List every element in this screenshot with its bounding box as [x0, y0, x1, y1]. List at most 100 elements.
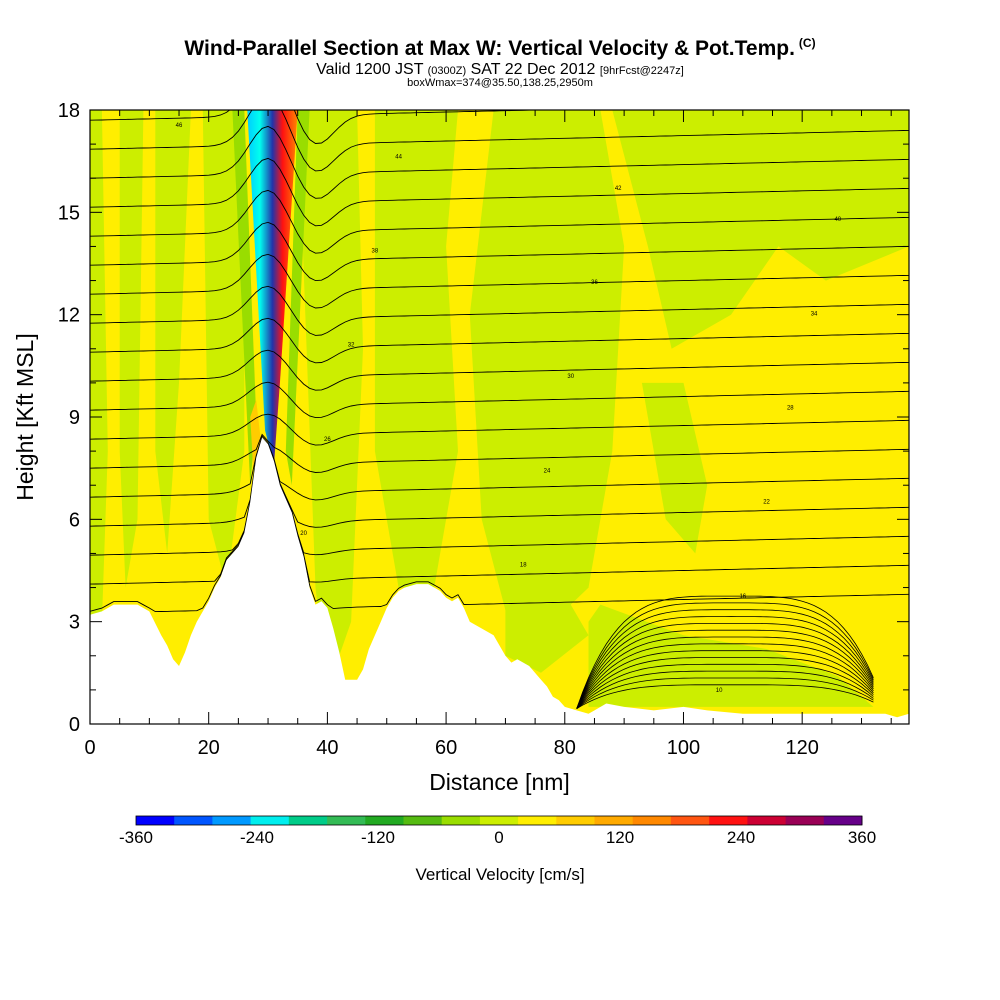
y-tick-label: 3 [69, 612, 80, 634]
isentrope-line [90, 110, 909, 172]
field-weak-ascent-area [155, 110, 191, 554]
chart-title: Wind-Parallel Section at Max W: Vertical… [0, 36, 1000, 61]
y-tick-label: 18 [58, 100, 80, 122]
isentrope-label: 18 [520, 562, 527, 568]
isentrope-line-stable [576, 595, 874, 709]
isentrope-line-stable [576, 677, 874, 709]
isentrope-label: 36 [591, 280, 598, 286]
x-tick-label: 120 [785, 737, 818, 759]
isentrope-line-stable [576, 616, 874, 709]
colorbar: -360 -240 -120 0 120 240 360 Vertical Velocity … [119, 815, 876, 884]
isentrope-line [90, 435, 909, 501]
colorbar-swatch [632, 816, 672, 825]
subtitle-date: SAT 22 Dec 2012 [470, 61, 596, 78]
isentrope-label: 40 [834, 217, 841, 223]
isentrope-label: 44 [395, 154, 402, 160]
isentrope-line [90, 317, 909, 364]
isentrope-line [90, 221, 909, 282]
field-descent-area [285, 110, 310, 486]
chart-subtitle: Valid 1200 JST (0300Z) SAT 22 Dec 2012 [… [0, 61, 1000, 79]
isentrope-label: 20 [300, 531, 307, 537]
colorbar-swatch [747, 816, 787, 825]
isentrope-label: 42 [615, 186, 622, 192]
isentrope-line [90, 349, 909, 391]
isentrope-line [90, 436, 909, 528]
colorbar-swatch [670, 816, 710, 825]
colorbar-tick-label: -360 [119, 828, 153, 847]
colorbar-swatch [785, 816, 825, 825]
colorbar-tick-label: -120 [361, 828, 395, 847]
terrain-shape [90, 437, 909, 724]
colorbar-swatch [823, 816, 863, 825]
colorbar-frame [135, 815, 863, 826]
isentrope-line [90, 413, 909, 446]
isentrope-line-stable [576, 657, 874, 709]
isentrope-label: 34 [811, 311, 818, 317]
isentrope-line [90, 189, 909, 254]
copyright-mark: (C) [798, 36, 816, 50]
isentrope-line [90, 285, 909, 336]
colorbar-swatch [365, 816, 404, 825]
colorbar-swatch [288, 816, 328, 825]
x-tick-label: 20 [198, 737, 220, 759]
isentrope-label: 22 [763, 500, 770, 506]
isentrope-line-stable [576, 663, 874, 709]
colorbar-label: Vertical Velocity [cm/s] [415, 865, 584, 884]
colorbar-tick-label: 0 [494, 828, 503, 847]
isentrope-line [90, 438, 909, 556]
x-tick-label: 100 [667, 737, 700, 759]
colorbar-swatch [479, 816, 519, 825]
colorbar-swatch [709, 816, 748, 825]
isentrope-line-stable [576, 684, 874, 709]
isentrope-line-stable [576, 623, 874, 709]
isentrope-line [90, 110, 556, 144]
updraft-core [247, 110, 298, 465]
field-weak-ascent-area [202, 110, 245, 588]
x-tick-label: 40 [316, 737, 338, 759]
isentrope-line [90, 381, 909, 419]
y-axis-label: Height [Kft MSL] [12, 333, 38, 500]
isentrope-line [90, 441, 909, 613]
isentrope-line [90, 440, 909, 585]
field-weak-ascent-area [374, 110, 458, 588]
x-tick-label: 80 [554, 737, 576, 759]
isentrope-line-stable [576, 650, 874, 709]
colorbar-tick-label: 360 [848, 828, 876, 847]
isentrope-label: 38 [372, 249, 379, 255]
colorbar-swatch [594, 816, 634, 825]
field-weak-ascent-area [119, 110, 144, 588]
colorbar-swatch [441, 816, 481, 825]
isentrope-line-stable [576, 629, 874, 709]
isentrope-label: 10 [716, 688, 723, 694]
chart-box-line: boxWmax=374@35.50,138.25,2950m [407, 77, 593, 89]
x-tick-label: 0 [84, 737, 95, 759]
isentrope-line-stable [576, 643, 874, 709]
field-weak-ascent-area [469, 110, 625, 656]
field-weak-ascent-area [588, 604, 874, 707]
colorbar-swatch [403, 816, 443, 825]
isentrope-line [90, 253, 909, 309]
subtitle-valid: Valid 1200 JST [316, 61, 424, 78]
y-tick-label: 9 [69, 407, 80, 429]
colorbar-tick-label: 240 [727, 828, 755, 847]
isentrope-line-stable [576, 609, 874, 709]
colorbar-swatch [136, 816, 175, 825]
isentrope-label: 26 [324, 437, 331, 443]
isentrope-label: 46 [176, 123, 183, 129]
y-tick-label: 0 [69, 714, 80, 736]
isentrope-label: 28 [787, 405, 794, 411]
x-tick-label: 60 [435, 737, 457, 759]
colorbar-swatch [250, 816, 290, 825]
colorbar-swatch [556, 816, 595, 825]
colorbar-swatch [174, 816, 213, 825]
isentrope-line-stable [576, 602, 874, 709]
chart-title-text: Wind-Parallel Section at Max W: Vertical… [184, 37, 795, 60]
subtitle-utc: (0300Z) [427, 65, 467, 77]
isentrope-lines: 46444240383634323028262422201816141210 [90, 110, 909, 709]
field-weak-ascent-area [612, 110, 909, 349]
colorbar-swatch [518, 816, 557, 825]
field-weak-ascent-area [505, 594, 589, 673]
isentrope-line [90, 125, 909, 199]
